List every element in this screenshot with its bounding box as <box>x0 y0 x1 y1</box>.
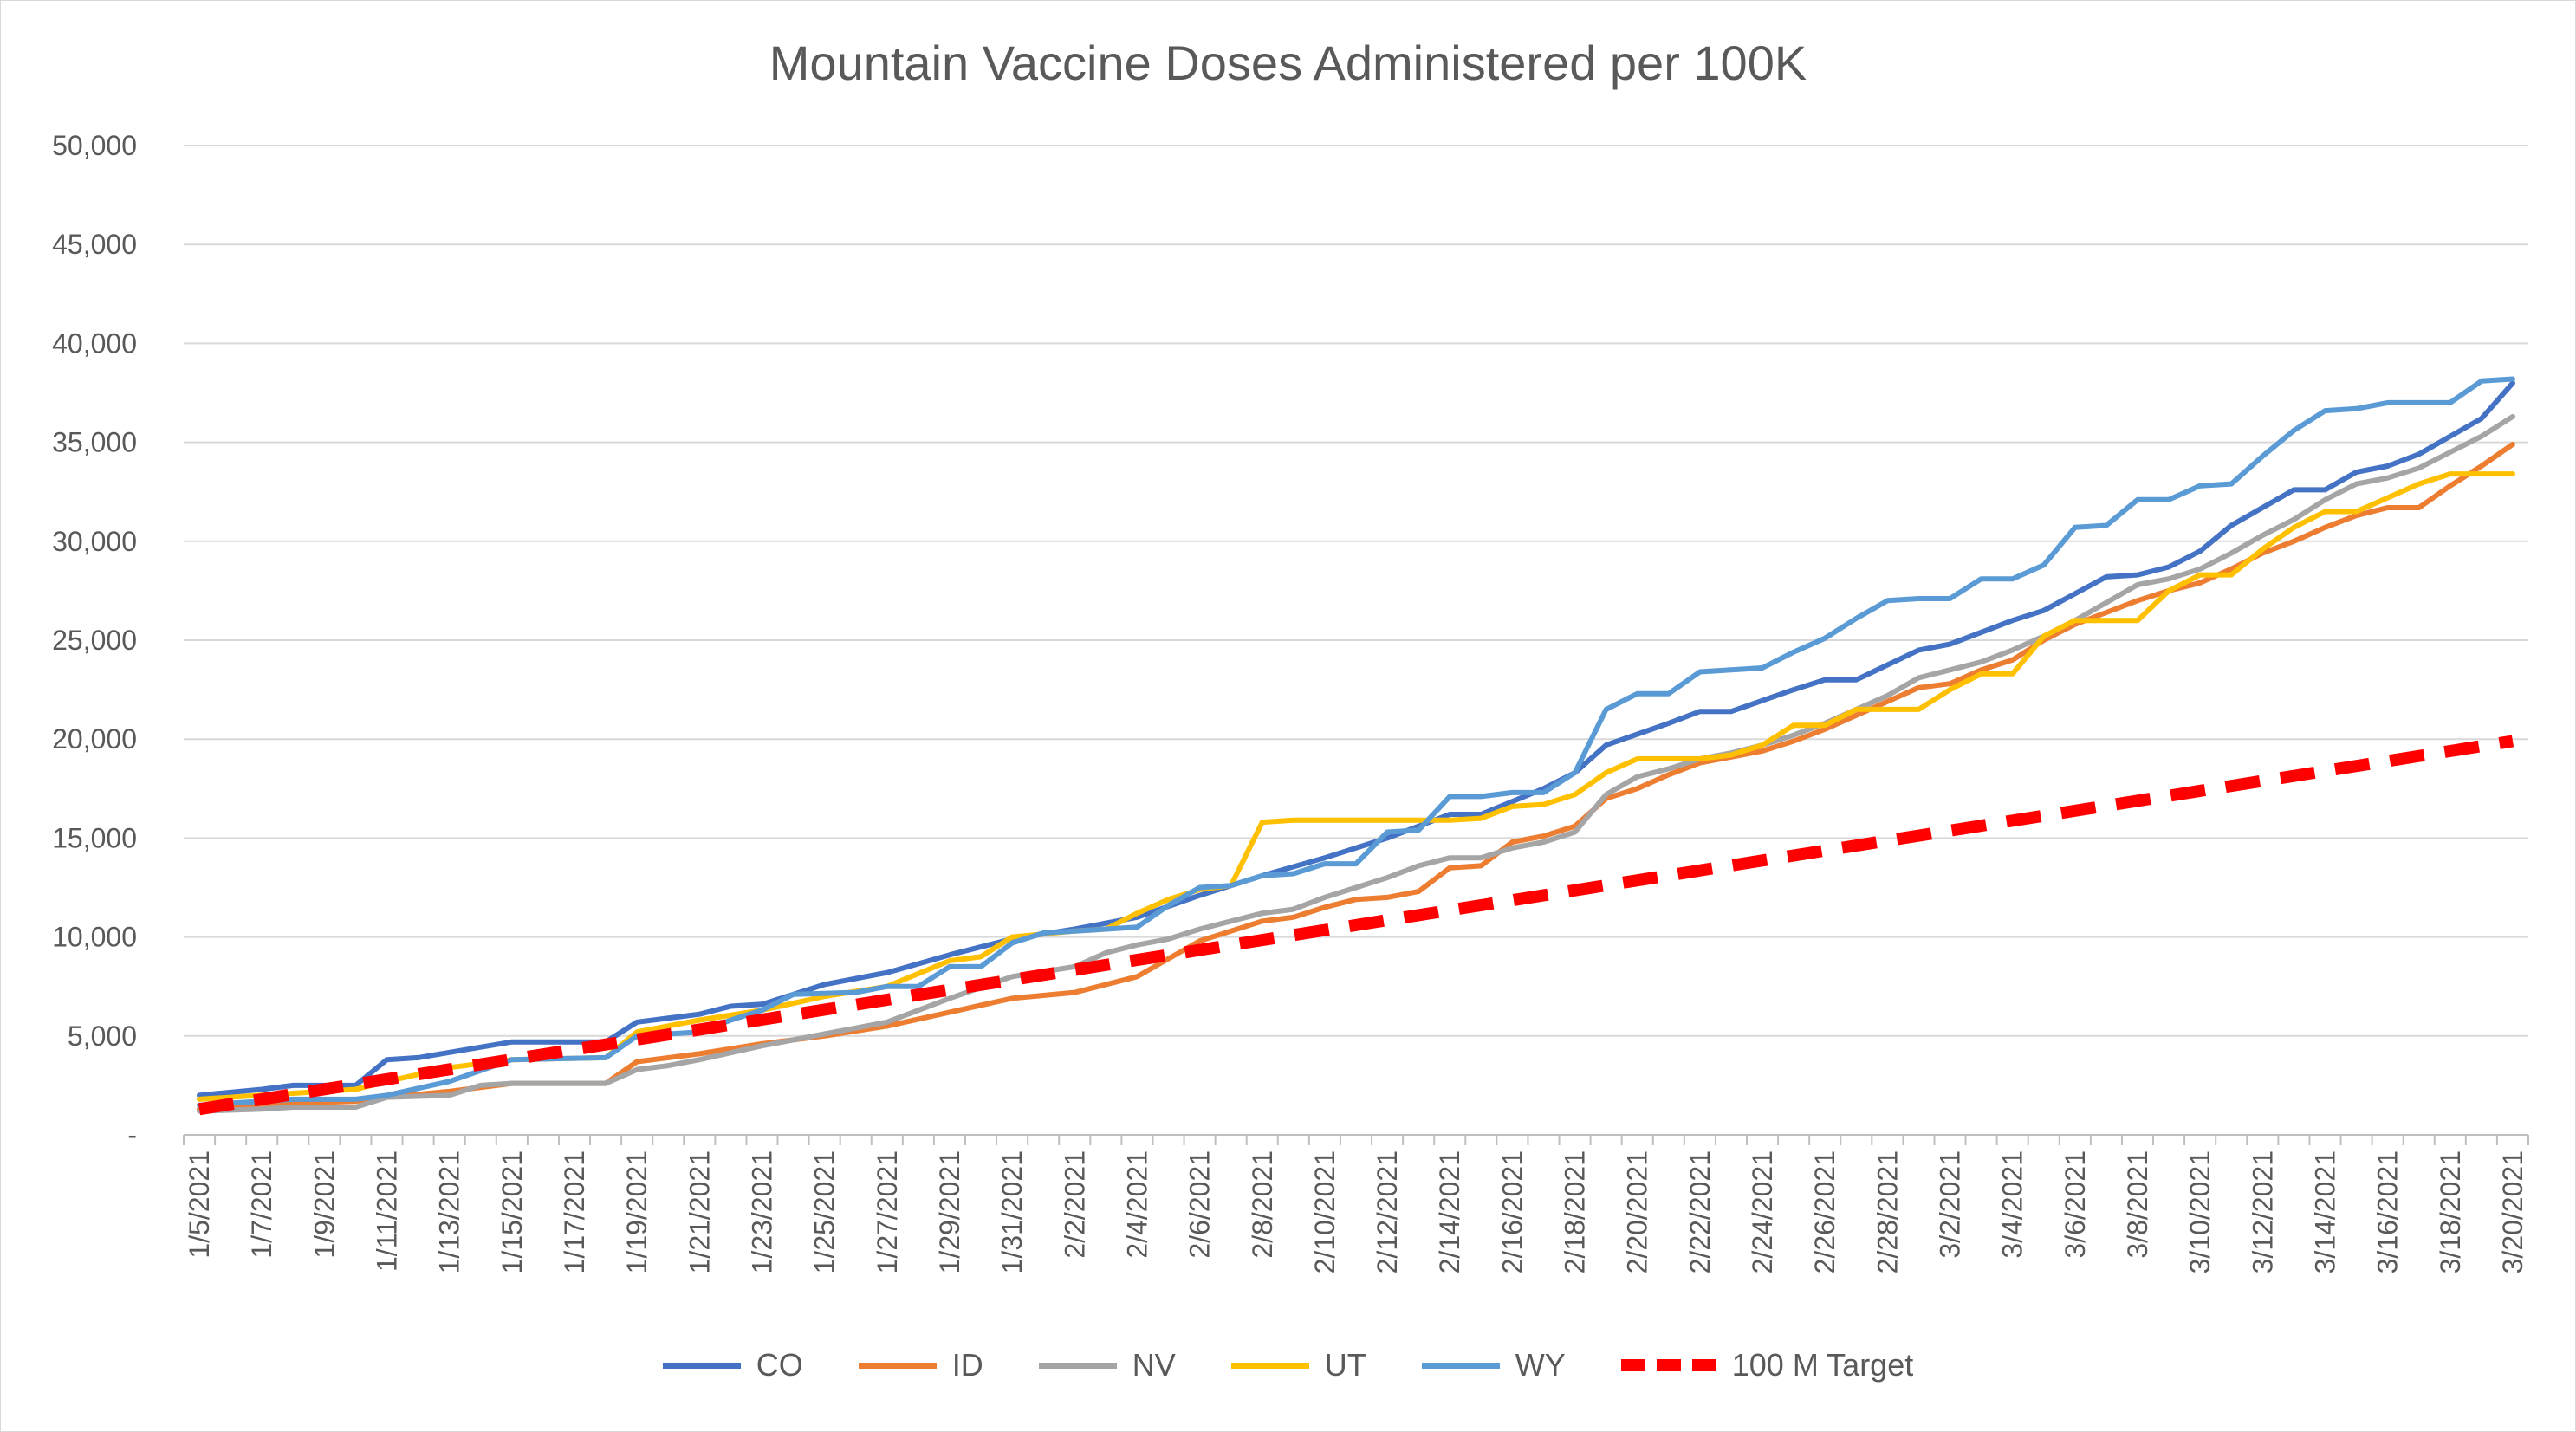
y-tick-label: 15,000 <box>52 822 137 853</box>
x-tick-label: 1/21/2021 <box>684 1150 715 1273</box>
series-line-wy <box>197 376 2515 1108</box>
x-tick-label: 3/8/2021 <box>2122 1150 2153 1259</box>
x-tick-label: 2/16/2021 <box>1496 1150 1528 1273</box>
legend-label: 100 M Target <box>1731 1347 1914 1383</box>
x-tick-label: 1/9/2021 <box>308 1150 340 1259</box>
y-tick-label: 35,000 <box>52 427 137 458</box>
x-tick-label: 1/31/2021 <box>996 1150 1028 1273</box>
x-tick-label: 2/18/2021 <box>1560 1150 1591 1273</box>
x-tick-label: 2/14/2021 <box>1434 1150 1465 1273</box>
x-tick-label: 2/22/2021 <box>1684 1150 1716 1273</box>
x-tick-label: 1/5/2021 <box>184 1150 215 1259</box>
x-tick-label: 2/10/2021 <box>1309 1150 1340 1273</box>
x-tick-label: 2/8/2021 <box>1247 1150 1278 1259</box>
series-line-nv <box>197 413 2515 1114</box>
gridlines <box>184 145 2528 1037</box>
legend-swatch <box>1230 1362 1309 1369</box>
x-tick-label: 1/27/2021 <box>872 1150 903 1273</box>
legend-label: ID <box>951 1347 983 1383</box>
series-line-100-m-target <box>198 735 2514 1116</box>
y-tick-label: 40,000 <box>52 327 137 359</box>
x-tick-label: 2/24/2021 <box>1747 1150 1778 1273</box>
legend-item: 100 M Target <box>1620 1347 1914 1383</box>
legend-swatch <box>1620 1359 1716 1371</box>
x-tick-label: 2/12/2021 <box>1372 1150 1403 1273</box>
x-tick-label: 1/19/2021 <box>621 1150 652 1273</box>
series-lines <box>197 376 2515 1116</box>
x-tick-label: 3/12/2021 <box>2247 1150 2278 1273</box>
x-tick-label: 1/11/2021 <box>372 1150 403 1272</box>
x-tick-label: 3/14/2021 <box>2309 1150 2340 1273</box>
legend: CO ID NV UT WY 100 M Target <box>0 1347 2576 1383</box>
x-tick-label: 1/29/2021 <box>934 1150 965 1273</box>
series-line-ut <box>197 471 2515 1102</box>
x-tick-label: 3/6/2021 <box>2060 1150 2091 1259</box>
y-tick-label: 20,000 <box>52 723 137 755</box>
legend-label: NV <box>1132 1347 1176 1383</box>
y-tick-label: 25,000 <box>52 625 137 656</box>
y-tick-label: - <box>127 1119 137 1150</box>
legend-item: CO <box>662 1347 803 1383</box>
x-tick-label: 3/10/2021 <box>2184 1150 2216 1273</box>
x-tick-label: 1/13/2021 <box>434 1150 465 1273</box>
y-tick-label: 30,000 <box>52 526 137 557</box>
x-tick-label: 3/18/2021 <box>2435 1150 2466 1273</box>
legend-swatch <box>858 1362 937 1369</box>
x-tick-label: 2/4/2021 <box>1121 1150 1152 1259</box>
x-tick-label: 3/16/2021 <box>2372 1150 2404 1273</box>
y-tick-label: 45,000 <box>52 229 137 260</box>
legend-label: UT <box>1324 1347 1366 1383</box>
legend-label: WY <box>1515 1347 1566 1383</box>
chart-title: Mountain Vaccine Doses Administered per … <box>769 36 1807 90</box>
x-tick-label: 2/20/2021 <box>1622 1150 1653 1273</box>
x-tick-label: 2/26/2021 <box>1809 1150 1840 1273</box>
legend-item: ID <box>858 1347 983 1383</box>
x-tick-label: 1/17/2021 <box>559 1150 590 1273</box>
x-tick-label: 1/7/2021 <box>246 1150 277 1259</box>
y-tick-label: 5,000 <box>68 1021 137 1052</box>
legend-label: CO <box>756 1347 803 1383</box>
legend-item: WY <box>1421 1347 1566 1383</box>
legend-item: NV <box>1038 1347 1176 1383</box>
y-tick-label: 10,000 <box>52 922 137 953</box>
x-tick-label: 3/2/2021 <box>1935 1150 1966 1259</box>
legend-swatch <box>1421 1362 1500 1369</box>
legend-swatch <box>662 1362 741 1369</box>
legend-swatch <box>1038 1362 1117 1369</box>
x-tick-label: 1/25/2021 <box>809 1150 840 1273</box>
x-tick-label: 1/23/2021 <box>746 1150 777 1273</box>
x-tick-label: 3/20/2021 <box>2497 1150 2528 1273</box>
x-tick-label: 2/28/2021 <box>1872 1150 1903 1273</box>
x-tick-label: 3/4/2021 <box>1997 1150 2028 1259</box>
legend-item: UT <box>1230 1347 1366 1383</box>
axes: - 5,000 10,000 15,000 20,000 25,000 30,000 35,0… <box>52 130 2529 1273</box>
x-tick-label: 2/2/2021 <box>1059 1150 1090 1259</box>
x-tick-label: 2/6/2021 <box>1184 1150 1216 1259</box>
x-tick-label: 1/15/2021 <box>496 1150 528 1273</box>
y-tick-label: 50,000 <box>52 130 137 161</box>
series-line-id <box>197 441 2515 1112</box>
